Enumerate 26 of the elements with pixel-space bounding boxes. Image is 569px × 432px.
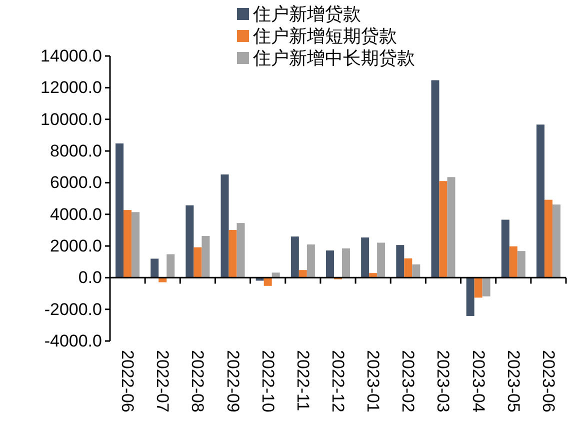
y-tick-label: 4000.0 [50, 204, 102, 224]
legend-label: 住户新增贷款 [252, 4, 361, 24]
x-tick-label: 2023-03 [434, 350, 453, 412]
x-tick-label: 2022-09 [223, 350, 242, 412]
y-tick-label: 8000.0 [50, 142, 102, 160]
x-tick-label: 2023-04 [468, 350, 488, 412]
y-tick-label: 2000.0 [50, 236, 102, 256]
y-tick-label: -2000.0 [44, 300, 102, 319]
y-tick-label: 6000.0 [50, 173, 102, 192]
x-tick-label: 2022-11 [293, 350, 312, 412]
y-tick-label: -4000.0 [44, 332, 102, 350]
y-tick-label: 0.0 [78, 268, 102, 288]
x-tick-label: 2022-07 [153, 350, 172, 412]
x-tick-label: 2022-10 [258, 350, 278, 412]
x-tick-label: 2022-08 [188, 350, 208, 412]
legend-label: 住户新增中长期贷款 [252, 48, 415, 68]
y-tick-label: 10000.0 [40, 110, 102, 129]
x-tick-label: 2022-06 [118, 350, 138, 412]
y-tick-label: 12000.0 [40, 78, 102, 98]
x-tick-label: 2023-02 [398, 350, 418, 412]
x-tick-label: 2023-06 [538, 350, 558, 412]
x-tick-label: 2023-05 [504, 350, 523, 412]
legend-label: 住户新增短期贷款 [252, 26, 397, 46]
x-tick-label: 2022-12 [328, 350, 348, 412]
y-tick-label: 14000.0 [40, 46, 102, 66]
x-tick-label: 2023-01 [364, 350, 383, 412]
